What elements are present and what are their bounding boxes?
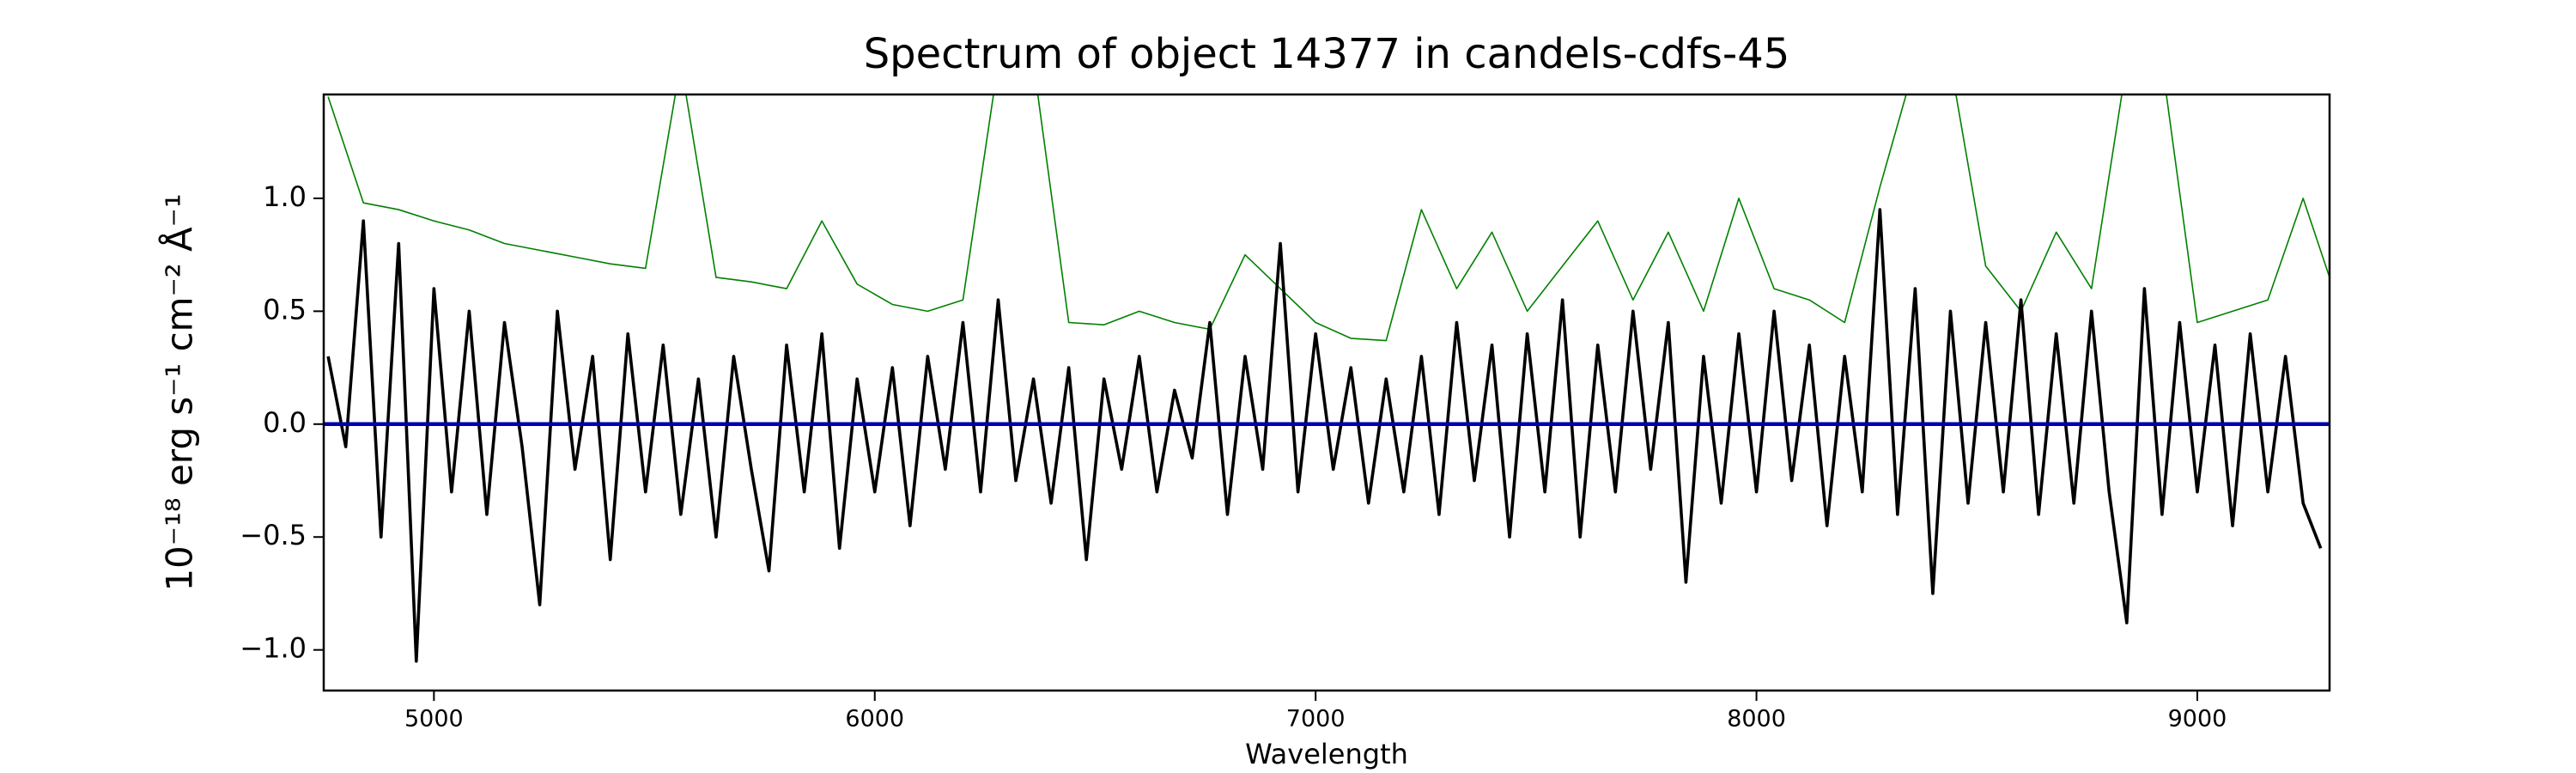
x-tick-label: 8000 [1727, 706, 1786, 733]
y-tick-label: 0.5 [263, 293, 307, 326]
y-tick-label: 0.0 [263, 406, 307, 439]
x-tick-label: 6000 [845, 706, 904, 733]
y-tick-label: −1.0 [240, 632, 307, 665]
x-tick-label: 9000 [2168, 706, 2227, 733]
spectrum-line [326, 208, 2323, 663]
spectrum-line [327, 94, 2330, 342]
x-tick-label: 7000 [1286, 706, 1346, 733]
plot-frame [322, 93, 2331, 692]
y-tick-label: −0.5 [240, 519, 307, 551]
y-axis-label: 10⁻¹⁸ erg s⁻¹ cm⁻² Å⁻¹ [158, 193, 201, 591]
x-axis-label: Wavelength [1245, 738, 1408, 770]
y-tick-label: 1.0 [263, 180, 307, 213]
plot-area [324, 94, 2330, 663]
x-tick-label: 5000 [404, 706, 464, 733]
chart-title: Spectrum of object 14377 in candels-cdfs… [864, 30, 1790, 78]
